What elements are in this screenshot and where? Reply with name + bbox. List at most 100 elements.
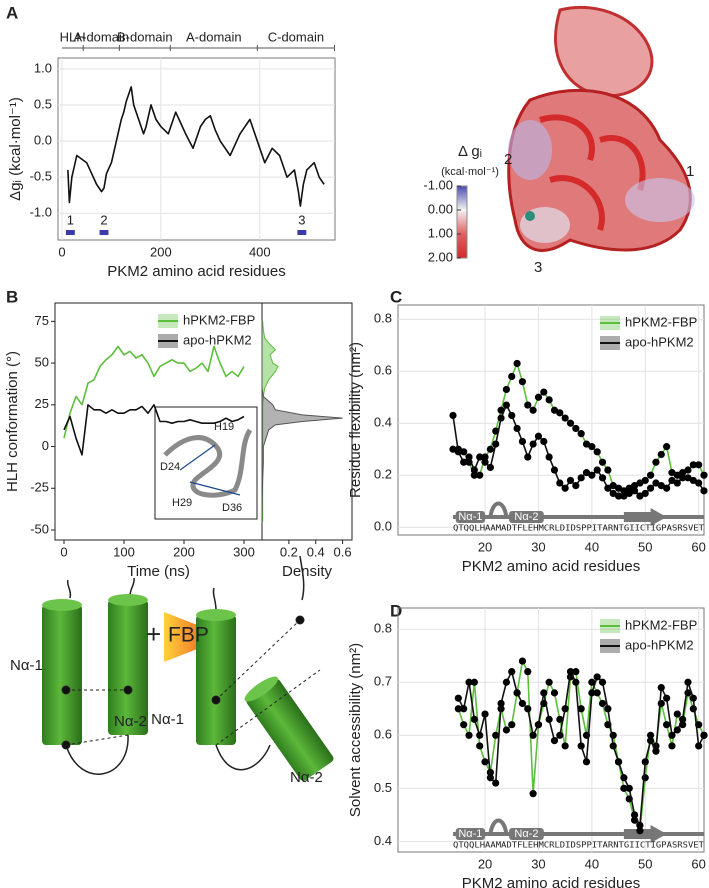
data-point: [609, 742, 617, 750]
data-point: [545, 678, 553, 686]
region: [65, 230, 75, 235]
region-label: 3: [298, 212, 305, 227]
density-area: [261, 321, 343, 522]
data-point: [673, 479, 681, 487]
x-tick-label: 50: [638, 856, 652, 871]
data-point: [657, 683, 665, 692]
data-point: [572, 678, 580, 686]
data-point: [524, 668, 532, 676]
data-point: [540, 689, 548, 697]
series-line: [63, 404, 245, 456]
data-point: [673, 471, 681, 479]
helix-label: Nα-1: [151, 711, 184, 728]
data-point: [513, 424, 521, 433]
ss-helix: [455, 828, 486, 840]
inset-label: H29: [172, 497, 192, 509]
data-point: [518, 657, 527, 665]
y-tick-label: 0.8: [374, 311, 392, 326]
x-tick-label: 40: [585, 856, 599, 871]
data-point: [588, 689, 596, 697]
data-point: [598, 678, 607, 686]
x-tick-label: 60: [691, 856, 705, 871]
data-point: [513, 689, 521, 697]
panel-label: C: [390, 287, 402, 306]
data-point: [657, 482, 665, 490]
data-point: [577, 474, 585, 482]
ss-strand: [623, 508, 667, 526]
data-point: [540, 388, 548, 396]
x-tick-label: 20: [478, 856, 492, 871]
data-point: [481, 453, 489, 461]
data-point: [454, 694, 462, 702]
data-point: [679, 715, 687, 723]
data-point: [550, 406, 559, 414]
data-point: [550, 737, 559, 745]
inset-label: D36: [222, 502, 242, 514]
data-point: [529, 406, 537, 414]
data-point: [524, 401, 532, 409]
data-point: [470, 715, 478, 723]
series-line: [63, 345, 245, 439]
y-tick-label: 0.6: [374, 363, 392, 378]
x-tick-label: 100: [113, 544, 135, 559]
y-axis-label: Residue flexibility (nm²): [347, 342, 364, 498]
colorbar: [456, 185, 468, 259]
sequence: QTQQLHAAMADTFLEHMCRLDIDSPPITARNTGIICTIGP…: [453, 524, 704, 533]
data-point: [625, 784, 633, 792]
data-point: [492, 440, 500, 448]
data-point: [497, 414, 505, 422]
data-point: [598, 474, 607, 482]
plus-sign: +: [146, 619, 161, 649]
y-tick-label: 0.4: [374, 415, 392, 430]
x-tick-label: 400: [249, 244, 271, 259]
data-point: [470, 466, 478, 474]
data-point: [614, 484, 623, 492]
data-point: [460, 705, 468, 713]
data-point: [630, 487, 639, 495]
data-point: [492, 779, 500, 787]
x-tick-label: 60: [691, 539, 705, 554]
data-point: [657, 450, 665, 459]
legend-label: hPKM2-FBP: [625, 617, 697, 632]
data-point: [481, 758, 489, 766]
data-point: [540, 437, 548, 446]
plot-frame: [57, 57, 336, 241]
data-point: [679, 474, 687, 482]
data-point: [620, 784, 628, 792]
data-point: [641, 774, 649, 782]
y-tick-label: 0: [42, 438, 49, 453]
x-tick-label: 0.4: [307, 544, 325, 559]
y-tick-label: 0.2: [374, 467, 392, 482]
data-point: [449, 445, 457, 453]
data-point: [486, 463, 494, 472]
x-tick-label: 200: [173, 544, 195, 559]
helix-diagram: [42, 555, 334, 781]
x-axis-label: Time (ns): [127, 563, 190, 580]
legend-label: apo-hPKM2: [625, 334, 694, 349]
data-point: [684, 474, 692, 482]
y-tick-label: -50: [30, 521, 49, 536]
data-point: [625, 484, 633, 492]
y-axis-label: HLH conformation (°): [4, 351, 21, 492]
data-point: [668, 742, 676, 750]
ligand-label: FBP: [168, 624, 209, 647]
data-point: [566, 668, 575, 676]
data-point: [572, 424, 580, 433]
domain-label: C-domain: [268, 29, 324, 44]
data-point: [609, 482, 617, 490]
data-point: [465, 731, 473, 739]
domain-label: A-domain: [73, 29, 129, 44]
ss-loop: [488, 501, 509, 518]
x-tick-label: 0: [58, 244, 65, 259]
data-point: [534, 393, 543, 401]
data-point: [502, 401, 511, 409]
data-point: [518, 699, 527, 708]
data-point: [689, 461, 697, 469]
data-point: [572, 668, 580, 676]
data-point: [695, 461, 703, 469]
data-point: [593, 448, 601, 456]
data-point: [470, 471, 478, 479]
data-point: [668, 731, 676, 739]
domain-label: A-domain: [186, 29, 242, 44]
data-point: [460, 448, 468, 456]
